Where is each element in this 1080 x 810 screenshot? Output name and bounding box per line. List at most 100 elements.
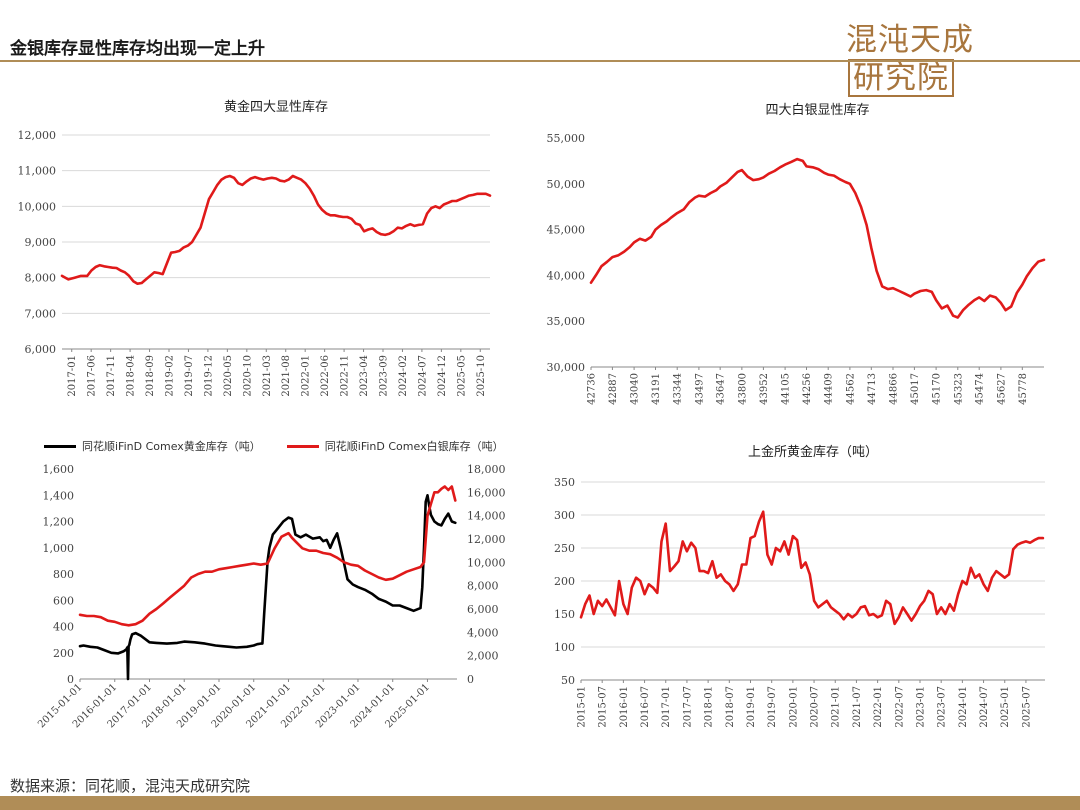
x-tick-label: 2019-07 (184, 355, 195, 397)
legend-label-gold: 同花顺iFinD Comex黄金库存（吨） (82, 440, 261, 453)
x-tick-label: 2025-07 (1021, 686, 1032, 728)
x-tick-label: 2025-05 (456, 355, 467, 397)
legend-item-silver: 同花顺iFinD Comex白银库存（吨） (286, 438, 504, 454)
x-tick-label: 2024-01 (958, 686, 969, 728)
y-tick-label: 40,000 (547, 269, 586, 282)
x-tick-label: 44105 (781, 373, 792, 405)
series-line-0 (589, 157, 1046, 319)
x-tick-label: 45778 (1018, 373, 1029, 405)
series-line-0 (579, 510, 1045, 626)
y2-tick-label: 18,000 (467, 463, 506, 476)
y-tick-label: 12,000 (18, 129, 57, 142)
x-tick-label: 2019-07 (767, 686, 778, 728)
y2-tick-label: 14,000 (467, 510, 506, 523)
chart-gold-four-inventory: 黄金四大显性库存 6,000 7,000 8,000 9,000 10,000 11,000… (0, 70, 540, 410)
y-tick-label: 200 (554, 575, 575, 588)
y-tick-label: 250 (554, 542, 575, 555)
x-tick-label: 43344 (673, 373, 684, 405)
x-tick-label: 2024-07 (979, 686, 990, 728)
y-tick-label: 50,000 (547, 178, 586, 191)
x-tick-label: 2016-07 (640, 686, 651, 728)
x-tick-label: 2024-02 (398, 355, 409, 397)
legend-item-gold: 同花顺iFinD Comex黄金库存（吨） (44, 438, 261, 454)
y-tick-label: 600 (53, 594, 74, 607)
data-source-note: 数据来源：同花顺，混沌天成研究院 (10, 777, 251, 795)
x-tick-label: 2018-07 (725, 686, 736, 728)
x-tick-label: 45627 (996, 373, 1007, 405)
page-title: 金银库存显性库存均出现一定上升 (10, 39, 265, 59)
y-tick-label: 8,000 (25, 272, 57, 285)
x-tick-label: 44866 (889, 373, 900, 405)
x-tick-label: 45017 (910, 373, 921, 405)
y-tick-label: 55,000 (547, 132, 586, 145)
chart-comex-svg: 0 200 400 600 800 1,000 1,200 1,400 1,600 0 2,000 4… (36, 463, 506, 730)
y-tick-label: 400 (53, 621, 74, 634)
chart-comex-inventory: 0 200 400 600 800 1,000 1,200 1,400 1,600 0 2,000 4… (0, 455, 540, 775)
y2-tick-label: 2,000 (467, 650, 499, 663)
x-tick-label: 43647 (716, 373, 727, 405)
y2-tick-label: 16,000 (467, 486, 506, 499)
chart-gold4-svg: 黄金四大显性库存 6,000 7,000 8,000 9,000 10,000 11,000… (18, 99, 492, 397)
x-tick-label: 44562 (845, 373, 856, 405)
x-tick-label: 2023-04 (359, 355, 370, 397)
y-tick-label: 1,400 (43, 489, 75, 502)
chart-shfe-gold-inventory: 上金所黄金库存（吨） 50 100 150 200 250 300 350 2015-01 201… (540, 430, 1080, 775)
y-tick-label: 50 (561, 674, 575, 687)
x-tick-label: 42887 (608, 373, 619, 405)
x-tick-label: 2020-01 (788, 686, 799, 728)
x-tick-label: 2021-01 (831, 686, 842, 728)
y-tick-label: 200 (53, 647, 74, 660)
y-tick-label: 300 (554, 509, 575, 522)
x-tick-label: 43952 (759, 373, 770, 405)
y-tick-label: 1,600 (43, 463, 75, 476)
y2-tick-label: 12,000 (467, 533, 506, 546)
x-tick-label: 2025-01 (1000, 686, 1011, 728)
x-tick-label: 2022-11 (340, 355, 351, 397)
chart-shfe-svg: 上金所黄金库存（吨） 50 100 150 200 250 300 350 2015-01 201… (554, 444, 1045, 728)
comex-legend: 同花顺iFinD Comex黄金库存（吨） 同花顺iFinD Comex白银库存… (44, 438, 504, 454)
x-tick-label: 2019-12 (203, 355, 214, 397)
x-tick-label: 45170 (932, 373, 943, 405)
y-tick-label: 11,000 (18, 165, 57, 178)
y-tick-label: 10,000 (18, 200, 57, 213)
footer-bar (0, 796, 1080, 810)
x-tick-label: 2020-07 (810, 686, 821, 728)
y2-tick-label: 8,000 (467, 580, 499, 593)
x-tick-label: 2017-06 (87, 355, 98, 397)
y-tick-label: 45,000 (547, 224, 586, 237)
x-tick-label: 2017-01 (67, 355, 78, 397)
legend-swatch-gold (44, 444, 76, 448)
chart-title: 上金所黄金库存（吨） (748, 444, 878, 460)
x-tick-label: 44256 (802, 373, 813, 405)
x-tick-label: 2021-08 (281, 355, 292, 397)
y-tick-label: 1,200 (43, 516, 75, 529)
x-tick-label: 2017-07 (682, 686, 693, 728)
x-tick-label: 2022-01 (301, 355, 312, 397)
x-tick-label: 2019-02 (165, 355, 176, 397)
series-line-0 (78, 493, 457, 681)
y-tick-label: 350 (554, 476, 575, 489)
x-tick-label: 2023-09 (379, 355, 390, 397)
y-tick-label: 7,000 (25, 307, 57, 320)
y2-tick-label: 10,000 (467, 556, 506, 569)
x-tick-label: 2021-07 (852, 686, 863, 728)
x-tick-label: 45323 (953, 373, 964, 405)
y2-tick-label: 4,000 (467, 626, 499, 639)
x-tick-label: 2019-01 (746, 686, 757, 728)
x-tick-label: 44713 (867, 373, 878, 405)
x-tick-label: 45474 (975, 373, 986, 405)
series-line-1 (78, 485, 457, 627)
legend-swatch-silver (286, 444, 319, 448)
y-tick-label: 150 (554, 608, 575, 621)
x-tick-label: 43800 (737, 373, 748, 405)
x-tick-label: 42736 (587, 373, 598, 405)
x-tick-label: 44409 (824, 373, 835, 405)
x-tick-label: 2016-01 (619, 686, 630, 728)
x-tick-label: 2017-01 (661, 686, 672, 728)
chart-silver-four-inventory: 四大白银显性库存 30,000 35,000 40,000 45,000 50,000 55… (540, 70, 1080, 415)
x-tick-label: 2018-04 (126, 355, 137, 397)
x-tick-label: 2024-12 (437, 355, 448, 397)
y-tick-label: 800 (53, 568, 74, 581)
brand-logo: 混沌天成研究院 (846, 14, 1080, 97)
x-tick-label: 2015-07 (598, 686, 609, 728)
